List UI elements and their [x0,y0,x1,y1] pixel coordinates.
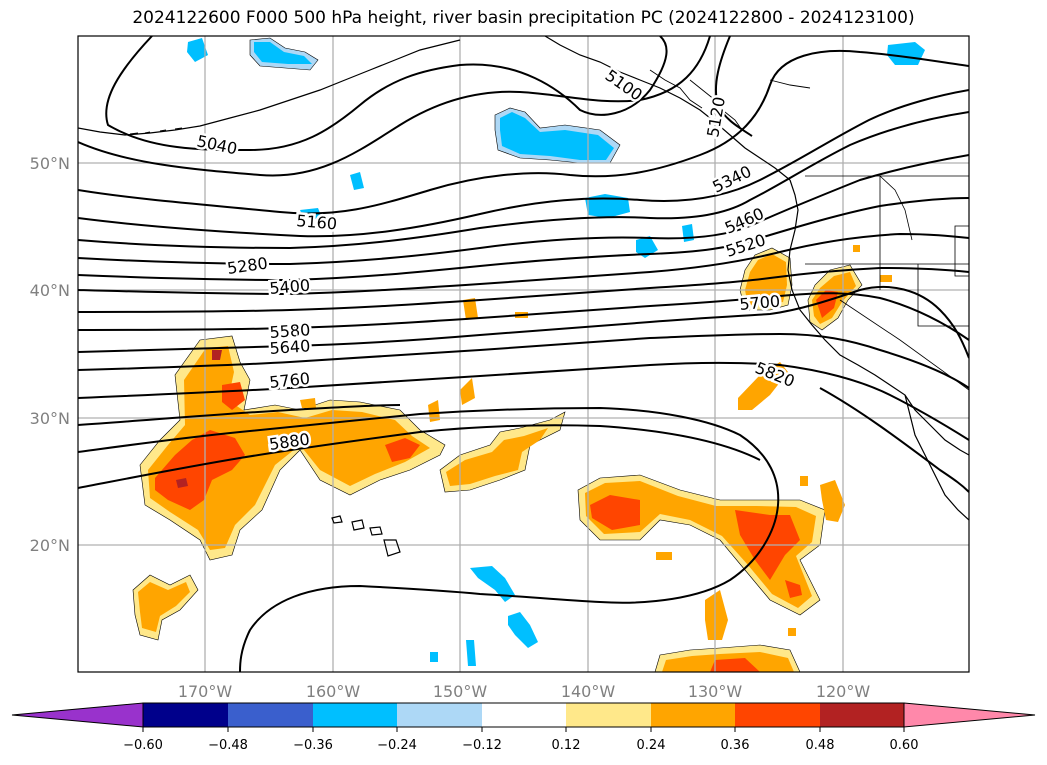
subtropical-positive-core [585,481,816,608]
northeast-negative-core [887,42,925,65]
contour-5700 [78,286,969,359]
east-positive-patch-b [820,480,845,522]
negative-shading [187,37,925,666]
bc-islands [649,69,811,131]
east-positive-patch-c [738,362,788,410]
lon-label: 160°W [306,682,361,701]
gulf-alaska-negative-core [500,112,614,160]
hawaii-west-positive-core [138,582,190,632]
central-pacific-positive-core [446,428,548,486]
subtropical-positive-high [590,495,802,598]
colorbar-tick-label: −0.24 [377,738,417,753]
colorbar-segment [228,703,313,727]
contour-5760 [78,332,969,389]
mid-negative-patches [300,172,694,258]
colorbar-tick-label: 0.12 [552,738,581,753]
contour-label: 5640 [269,336,311,358]
contour-5880-east [78,387,969,493]
longitude-labels: 170°W 160°W 150°W 140°W 130°W 120°W [178,682,871,701]
graticule [78,36,969,672]
south-negative-patches [430,566,538,666]
colorbar-segment [735,703,820,727]
colorbar-tick-label: −0.60 [123,738,163,753]
contour-5580 [78,266,969,313]
contour-5520 [78,232,969,296]
colorbar-tick-label: −0.48 [208,738,248,753]
contour-5340 [78,111,969,250]
colorbar-segment [397,703,482,727]
contour-5880 [78,404,780,672]
lat-label: 20°N [30,536,70,555]
interior-borders [805,175,969,391]
contour-5160 [78,49,969,215]
lon-label: 170°W [178,682,233,701]
colorbar-segment [313,703,397,727]
lon-label: 140°W [561,682,616,701]
contour-5040 [105,36,668,152]
contour-label: 5400 [269,276,311,298]
lat-label: 40°N [30,281,70,300]
alaska-coast [78,36,791,181]
contour-label: 5160 [296,211,338,233]
coastlines [78,36,969,557]
contour-5100 [78,36,711,177]
map-frame [77,35,970,673]
colorbar-segment [482,703,566,727]
colorbar-tick-label: 0.36 [721,738,750,753]
contour-5460 [78,197,969,282]
colorbar-extend-low [11,702,144,728]
lon-label: 130°W [688,682,743,701]
west-negative-core [187,38,208,62]
lat-label: 50°N [30,154,70,173]
colorbar-tick-label: 0.24 [637,738,666,753]
contour-5400 [78,154,969,266]
lat-label: 30°N [30,409,70,428]
west-pacific-positive-high [155,382,420,510]
colorbar-segment [651,703,735,727]
latitude-labels: 50°N 40°N 30°N 20°N [30,154,70,555]
contour-5280 [78,89,969,238]
colorbar-segment [820,703,904,727]
southern-positive-high [710,658,760,672]
west-pacific-positive-core [148,346,430,550]
lon-label: 120°W [816,682,871,701]
lon-label: 150°W [433,682,488,701]
contour-label: 5700 [739,292,781,314]
pacific-northwest-coast [787,179,969,456]
colorbar-tick-label: 0.48 [806,738,835,753]
colorbar: −0.60 −0.48 −0.36 −0.24 −0.12 0.12 0.24 … [11,702,1036,753]
sierra-positive-high [816,290,838,318]
aleutian-islands [129,127,183,135]
northwest-negative-core [254,42,312,64]
east-positive-patch-a [705,590,728,640]
colorbar-segment [143,703,228,727]
contour-5640 [78,292,969,341]
colorbar-tick-label: −0.36 [293,738,333,753]
baja-coast [904,394,969,521]
contour-5820 [78,361,969,441]
colorbar-extend-high [903,702,1036,728]
colorbar-tick-label: 0.60 [890,738,919,753]
contour-5120 [714,36,753,137]
colorbar-tick-label: −0.12 [462,738,502,753]
map-title: 2024122600 F000 500 hPa height, river ba… [132,8,915,28]
colorbar-segment [566,703,651,727]
hawaii-islands [331,515,401,557]
height-contours [78,36,969,672]
